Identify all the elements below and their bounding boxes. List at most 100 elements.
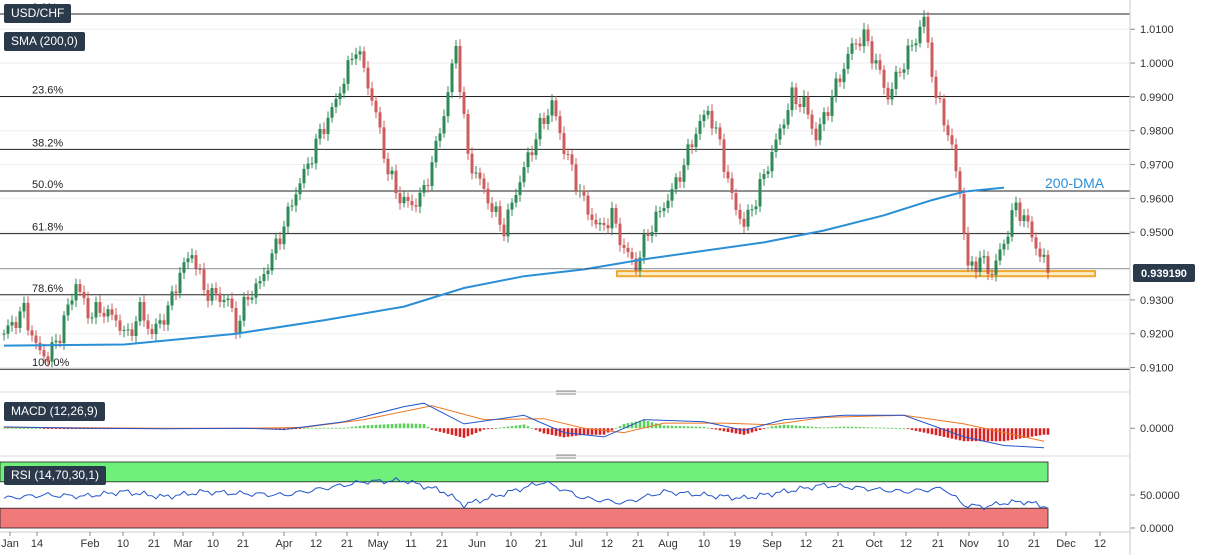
- macd-histogram-bar: [838, 426, 842, 429]
- candle-body: [86, 298, 90, 319]
- candle-body: [522, 167, 526, 183]
- macd-histogram-bar: [390, 423, 394, 429]
- macd-histogram-bar: [866, 427, 870, 429]
- candlesticks: [2, 10, 1050, 368]
- candle-body: [714, 127, 718, 129]
- macd-signal-line: [3, 405, 1045, 442]
- candle-body: [342, 83, 346, 94]
- candle-body: [742, 218, 746, 227]
- candle-body: [94, 302, 98, 318]
- candle-body: [290, 205, 294, 207]
- candle-body: [694, 133, 698, 148]
- macd-histogram-bar: [362, 425, 366, 429]
- candle-body: [982, 256, 986, 258]
- candle-body: [318, 128, 322, 139]
- candle-body: [902, 69, 906, 73]
- candle-body: [822, 112, 826, 125]
- candle-body: [538, 117, 542, 140]
- macd-histogram-bar: [674, 425, 678, 429]
- macd-histogram-bar: [626, 423, 630, 429]
- macd-histogram-bar: [970, 428, 974, 442]
- macd-histogram-bar: [54, 428, 58, 430]
- macd-histogram-bar: [710, 428, 714, 430]
- symbol-label[interactable]: USD/CHF: [4, 4, 72, 23]
- date-tick-label: Sep: [762, 538, 782, 550]
- candle-body: [754, 206, 758, 210]
- macd-histogram-bar: [442, 428, 446, 433]
- sma-indicator-label[interactable]: SMA (200,0): [4, 32, 85, 51]
- macd-histogram-bar: [922, 428, 926, 433]
- macd-histogram-bar: [910, 428, 914, 430]
- candle-body: [90, 317, 94, 319]
- date-tick-label: 10: [117, 538, 129, 550]
- candle-body: [170, 291, 174, 306]
- macd-indicator-label[interactable]: MACD (12,26,9): [4, 402, 105, 421]
- candle-body: [62, 315, 66, 344]
- panel-resize-handle[interactable]: [556, 390, 576, 395]
- candle-body: [102, 312, 106, 317]
- macd-histogram-bar: [582, 428, 586, 435]
- macd-histogram-bar: [986, 428, 990, 442]
- macd-histogram-bar: [410, 423, 414, 429]
- candle-body: [1038, 248, 1042, 257]
- candle-body: [1010, 210, 1014, 237]
- candle-body: [322, 128, 326, 135]
- candle-body: [970, 261, 974, 266]
- candle-body: [990, 273, 994, 275]
- candle-body: [690, 144, 694, 148]
- macd-histogram-bar: [874, 427, 878, 429]
- candle-body: [806, 96, 810, 115]
- macd-histogram-bar: [1022, 428, 1026, 438]
- candle-body: [306, 163, 310, 169]
- candle-body: [814, 128, 818, 141]
- macd-histogram-bar: [786, 425, 790, 429]
- macd-histogram-bar: [430, 428, 434, 430]
- macd-histogram-bar: [518, 425, 522, 429]
- macd-histogram-bar: [690, 426, 694, 429]
- macd-histogram-bar: [574, 428, 578, 436]
- macd-histogram-bar: [294, 428, 298, 430]
- date-tick-label: 11: [405, 538, 416, 550]
- macd-histogram-bar: [834, 426, 838, 429]
- macd-histogram-bar: [686, 426, 690, 429]
- sma-200-line: [3, 186, 1005, 347]
- macd-histogram-bar: [334, 427, 338, 429]
- candle-body: [962, 193, 966, 234]
- macd-histogram-bar: [942, 428, 946, 437]
- macd-histogram-bar: [358, 425, 362, 429]
- candle-body: [38, 342, 42, 351]
- candle-body: [494, 206, 498, 212]
- macd-histogram-bar: [386, 424, 390, 429]
- macd-histogram-bar: [486, 428, 490, 430]
- macd-histogram-bar: [662, 425, 666, 429]
- candle-body: [634, 258, 638, 271]
- date-tick-label: 12: [601, 538, 613, 550]
- macd-histogram-bar: [546, 428, 550, 435]
- candle-body: [662, 208, 666, 212]
- fib-level-label: 50.0%: [32, 179, 63, 191]
- macd-histogram-bar: [454, 428, 458, 436]
- candle-body: [110, 309, 114, 315]
- candle-body: [218, 293, 222, 302]
- candle-body: [790, 87, 794, 111]
- candle-body: [514, 194, 518, 203]
- candle-body: [482, 178, 486, 189]
- macd-histogram-bar: [374, 424, 378, 429]
- candle-body: [534, 139, 538, 156]
- candle-body: [14, 322, 18, 328]
- macd-histogram-bar: [422, 424, 426, 429]
- candle-body: [230, 298, 234, 309]
- candle-body: [470, 153, 474, 174]
- macd-histogram-bar: [938, 428, 942, 437]
- candle-body: [122, 329, 126, 331]
- candle-body: [614, 207, 618, 224]
- candle-body: [498, 206, 502, 225]
- candle-body: [862, 29, 866, 47]
- date-tick-label: Aug: [658, 538, 678, 550]
- candle-body: [226, 298, 230, 301]
- panel-resize-handle[interactable]: [556, 454, 576, 459]
- date-axis: Jan 14 Feb 10 21 Mar 10 21 Apr 12 21 May 11 21 Jun 10 21…: [0, 531, 1130, 550]
- candle-body: [46, 356, 50, 362]
- rsi-indicator-label[interactable]: RSI (14,70,30,1): [4, 466, 107, 485]
